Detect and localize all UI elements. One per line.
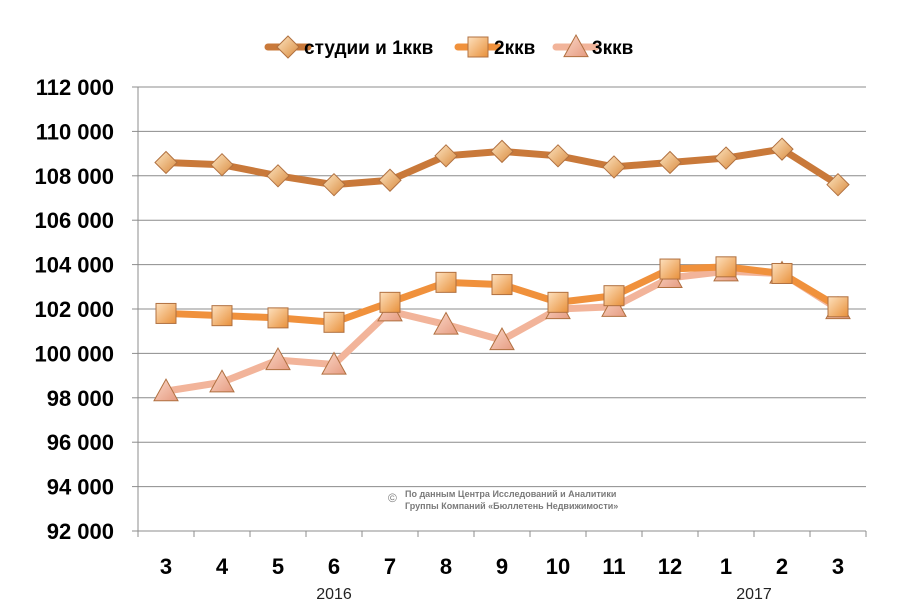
x-tick-label: 3 xyxy=(160,554,172,579)
gridlines xyxy=(138,86,866,532)
data-point-triangle xyxy=(153,378,179,402)
legend: студии и 1ккв 2ккв 3ккв xyxy=(264,33,633,59)
legend-marker xyxy=(467,36,489,58)
legend-item-3: 3ккв xyxy=(552,33,633,59)
axes: 92 000 94 000 96 000 98 000 100 000 102 000 10… xyxy=(34,75,867,603)
data-point-diamond xyxy=(434,144,458,168)
data-point-square xyxy=(659,258,681,280)
x-tick-label: 3 xyxy=(832,554,844,579)
x-tick-label: 8 xyxy=(440,554,452,579)
y-tick-label: 98 000 xyxy=(47,386,114,411)
x-tick-label: 1 xyxy=(720,554,732,579)
y-tick-label: 102 000 xyxy=(34,297,114,322)
data-point-diamond xyxy=(490,139,514,164)
data-point-diamond xyxy=(770,137,794,161)
y-tick-label: 106 000 xyxy=(34,208,114,233)
year-label: 2017 xyxy=(736,586,772,603)
legend-label: 2ккв xyxy=(494,38,535,59)
data-point-diamond xyxy=(154,150,178,175)
copyright-line-1: По данным Центра Исследований и Аналитик… xyxy=(405,489,616,499)
x-tick-label: 7 xyxy=(384,554,396,579)
x-tick-label: 11 xyxy=(602,554,625,579)
data-point-triangle xyxy=(321,351,347,375)
legend-item-2: 2ккв xyxy=(454,36,535,59)
data-point-square xyxy=(435,271,457,293)
data-point-square xyxy=(827,296,849,318)
x-tick-label: 4 xyxy=(216,554,229,579)
x-tick-label: 10 xyxy=(546,554,570,579)
data-point-diamond xyxy=(378,168,402,192)
data-point-diamond xyxy=(826,172,850,197)
data-point-square xyxy=(323,311,345,333)
copyright-note: © По данным Центра Исследований и Аналит… xyxy=(388,489,618,511)
x-tick-label: 6 xyxy=(328,554,340,579)
y-tick-label: 108 000 xyxy=(34,164,114,189)
data-point-square xyxy=(267,307,289,329)
y-tick-label: 104 000 xyxy=(34,253,114,278)
data-point-triangle xyxy=(433,311,459,335)
series-2 xyxy=(155,256,849,333)
x-tick-label: 5 xyxy=(272,554,284,579)
data-point-triangle xyxy=(489,327,515,351)
data-point-square xyxy=(547,291,569,313)
year-label: 2016 xyxy=(316,586,352,603)
y-tick-label: 112 000 xyxy=(36,75,114,100)
y-tick-label: 96 000 xyxy=(47,430,114,455)
data-point-diamond xyxy=(714,146,738,170)
data-point-square xyxy=(715,256,737,278)
copyright-line-2: Группы Компаний «Бюллетень Недвижимости» xyxy=(405,501,618,511)
data-point-triangle xyxy=(265,347,291,371)
data-point-diamond xyxy=(602,155,626,179)
y-tick-label: 100 000 xyxy=(34,341,114,366)
data-point-diamond xyxy=(266,164,290,188)
data-point-triangle xyxy=(209,369,235,393)
data-point-diamond xyxy=(210,152,234,177)
legend-item-1: студии и 1ккв xyxy=(264,35,433,59)
series-1 xyxy=(154,137,850,197)
legend-marker xyxy=(563,33,589,58)
legend-marker xyxy=(276,35,300,59)
data-point-square xyxy=(603,285,625,307)
data-point-diamond xyxy=(546,144,570,168)
legend-label: студии и 1ккв xyxy=(304,38,433,59)
data-point-square xyxy=(491,274,513,296)
x-tick-label: 9 xyxy=(496,554,508,579)
y-tick-label: 110 000 xyxy=(36,119,114,144)
data-point-diamond xyxy=(658,150,682,175)
y-tick-label: 94 000 xyxy=(47,475,114,500)
y-tick-label: 92 000 xyxy=(47,519,114,544)
series xyxy=(153,137,851,402)
data-point-square xyxy=(379,291,401,313)
data-point-square xyxy=(155,302,177,324)
legend-label: 3ккв xyxy=(592,38,633,59)
data-point-diamond xyxy=(322,172,346,197)
data-point-square xyxy=(771,262,793,284)
x-tick-label: 2 xyxy=(776,554,788,579)
copyright-symbol: © xyxy=(388,491,397,505)
data-point-square xyxy=(211,305,233,327)
x-tick-label: 12 xyxy=(658,554,682,579)
